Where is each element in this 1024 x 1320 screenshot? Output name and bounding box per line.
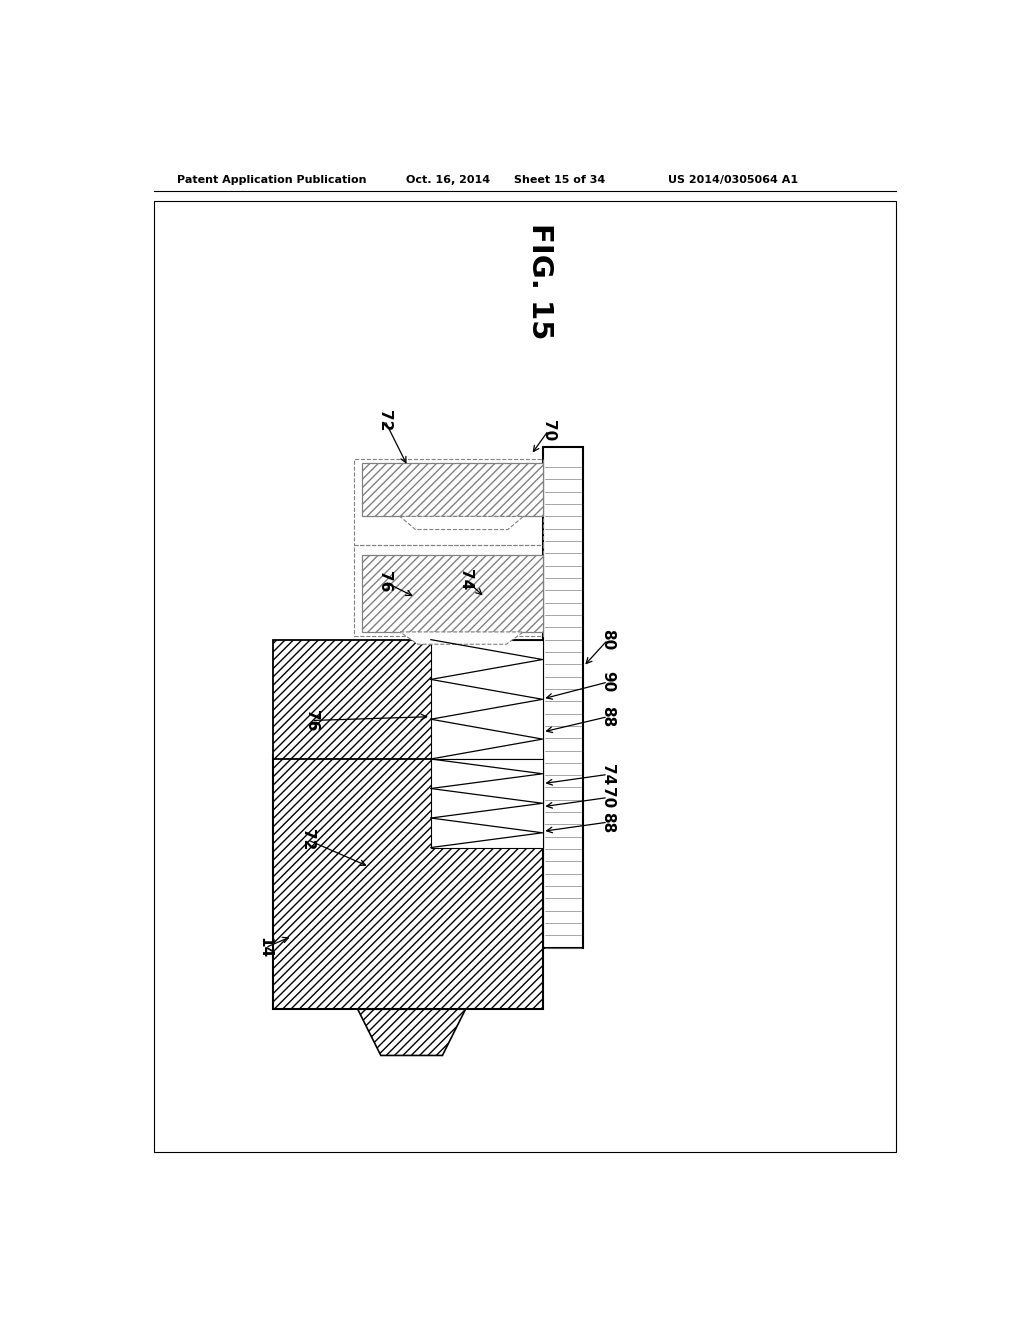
Bar — [543, 447, 584, 948]
Bar — [361, 462, 543, 516]
Polygon shape — [400, 516, 523, 529]
Bar — [354, 545, 543, 636]
Text: 72: 72 — [300, 829, 315, 850]
Text: FIG. 15: FIG. 15 — [526, 223, 554, 339]
Text: 88: 88 — [600, 812, 615, 833]
Text: US 2014/0305064 A1: US 2014/0305064 A1 — [668, 176, 798, 185]
Bar — [361, 554, 543, 632]
Text: 70: 70 — [541, 420, 556, 441]
Text: 74: 74 — [600, 764, 615, 785]
Text: 72: 72 — [377, 409, 392, 430]
Text: Sheet 15 of 34: Sheet 15 of 34 — [514, 176, 605, 185]
Text: Oct. 16, 2014: Oct. 16, 2014 — [407, 176, 490, 185]
Bar — [273, 640, 543, 759]
Polygon shape — [400, 632, 523, 644]
Polygon shape — [357, 1010, 466, 1056]
Text: 80: 80 — [600, 630, 615, 651]
Text: 74: 74 — [458, 569, 473, 590]
Text: Patent Application Publication: Patent Application Publication — [177, 176, 367, 185]
Text: 90: 90 — [600, 672, 615, 693]
Text: 14: 14 — [258, 937, 272, 958]
Bar — [431, 640, 543, 759]
Bar — [431, 759, 543, 847]
Bar — [354, 459, 543, 545]
Text: 76: 76 — [377, 572, 392, 593]
Text: 88: 88 — [600, 706, 615, 727]
Text: 76: 76 — [304, 710, 319, 731]
Bar — [273, 755, 543, 1010]
Text: 70: 70 — [600, 787, 615, 808]
